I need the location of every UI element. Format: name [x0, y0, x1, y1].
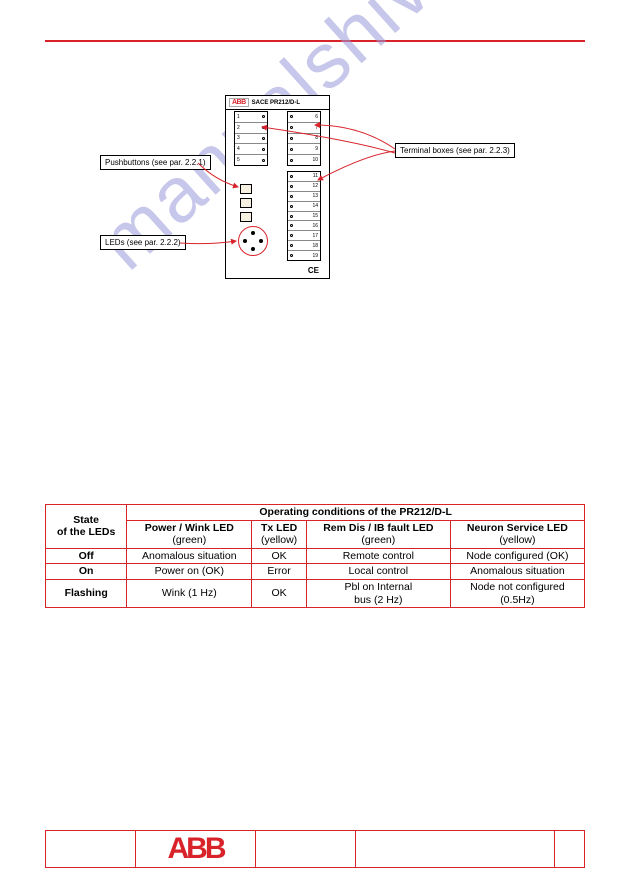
pushbutton — [240, 184, 252, 194]
cell: Error — [252, 564, 307, 580]
cell: Pbl on Internal bus (2 Hz) — [306, 579, 450, 607]
th-remdis-name: Rem Dis / IB fault LED — [323, 522, 433, 534]
led-dot — [251, 231, 255, 235]
th-conditions: Operating conditions of the PR212/D-L — [127, 505, 585, 521]
cell: Local control — [306, 564, 450, 580]
callout-leds: LEDs (see par. 2.2.2) — [100, 235, 186, 250]
th-remdis-color: (green) — [361, 534, 395, 546]
th-power-name: Power / Wink LED — [145, 522, 234, 534]
terminal-row: 17 — [288, 231, 320, 241]
abb-mini-logo: ABB — [229, 98, 249, 107]
cell: Wink (1 Hz) — [127, 579, 252, 607]
footer-cell — [46, 831, 136, 868]
th-tx: Tx LED(yellow) — [252, 520, 307, 548]
th-state: State of the LEDs — [46, 505, 127, 549]
terminal-row: 14 — [288, 202, 320, 212]
device-header: ABB SACE PR212/D-L — [226, 96, 329, 110]
callout-pushbuttons: Pushbuttons (see par. 2.2.1) — [100, 155, 211, 170]
abb-logo: ABB — [136, 832, 255, 866]
th-neuron-color: (yellow) — [499, 534, 535, 546]
table-row: On Power on (OK) Error Local control Ano… — [46, 564, 585, 580]
cell: Anomalous situation — [450, 564, 584, 580]
footer-table: ABB — [45, 830, 585, 868]
terminal-row: 6 — [288, 112, 320, 123]
cell: Node not configured (0.5Hz) — [450, 579, 584, 607]
top-rule — [45, 40, 585, 42]
terminal-row: 7 — [288, 123, 320, 134]
th-neuron: Neuron Service LED(yellow) — [450, 520, 584, 548]
terminal-row: 16 — [288, 221, 320, 231]
terminal-row: 3 — [235, 134, 267, 145]
device-model: SACE PR212/D-L — [252, 100, 300, 106]
led-dot — [251, 247, 255, 251]
device-body: ABB SACE PR212/D-L 12345 678910 11121314… — [225, 95, 330, 279]
th-tx-color: (yellow) — [261, 534, 297, 546]
table-row: Flashing Wink (1 Hz) OK Pbl on Internal … — [46, 579, 585, 607]
terminal-block-right-2: 111213141516171819 — [287, 171, 321, 261]
terminal-row: 12 — [288, 182, 320, 192]
th-power-color: (green) — [172, 534, 206, 546]
cell: OK — [252, 579, 307, 607]
pushbuttons — [240, 184, 252, 222]
footer-cell — [256, 831, 356, 868]
terminal-row: 2 — [235, 123, 267, 134]
terminal-row: 19 — [288, 251, 320, 260]
footer-cell — [356, 831, 555, 868]
terminal-row: 8 — [288, 134, 320, 145]
terminal-block-right-1: 678910 — [287, 111, 321, 166]
cell-state: Flashing — [46, 579, 127, 607]
led-dot — [259, 239, 263, 243]
terminal-row: 4 — [235, 144, 267, 155]
led-dot — [243, 239, 247, 243]
terminal-row: 9 — [288, 144, 320, 155]
th-tx-name: Tx LED — [261, 522, 297, 534]
terminal-row: 5 — [235, 155, 267, 165]
pushbutton — [240, 212, 252, 222]
terminal-row: 13 — [288, 192, 320, 202]
leds-group — [238, 226, 268, 256]
th-power: Power / Wink LED(green) — [127, 520, 252, 548]
led-state-table: State of the LEDs Operating conditions o… — [45, 504, 585, 608]
terminal-row: 11 — [288, 172, 320, 182]
cell: Power on (OK) — [127, 564, 252, 580]
cell-state: Off — [46, 548, 127, 564]
table-row: Off Anomalous situation OK Remote contro… — [46, 548, 585, 564]
device-diagram: ABB SACE PR212/D-L 12345 678910 11121314… — [100, 85, 530, 295]
cell-state: On — [46, 564, 127, 580]
th-remdis: Rem Dis / IB fault LED(green) — [306, 520, 450, 548]
cell: Anomalous situation — [127, 548, 252, 564]
callout-terminals: Terminal boxes (see par. 2.2.3) — [395, 143, 515, 158]
terminal-block-left: 12345 — [234, 111, 268, 166]
footer-cell — [555, 831, 585, 868]
cell: OK — [252, 548, 307, 564]
terminal-row: 15 — [288, 212, 320, 222]
pushbutton — [240, 198, 252, 208]
footer-logo-cell: ABB — [136, 831, 256, 868]
terminal-row: 18 — [288, 241, 320, 251]
cell: Node configured (OK) — [450, 548, 584, 564]
terminal-row: 1 — [235, 112, 267, 123]
terminal-row: 10 — [288, 155, 320, 165]
ce-mark: CE — [308, 266, 319, 275]
th-neuron-name: Neuron Service LED — [467, 522, 568, 534]
cell: Remote control — [306, 548, 450, 564]
